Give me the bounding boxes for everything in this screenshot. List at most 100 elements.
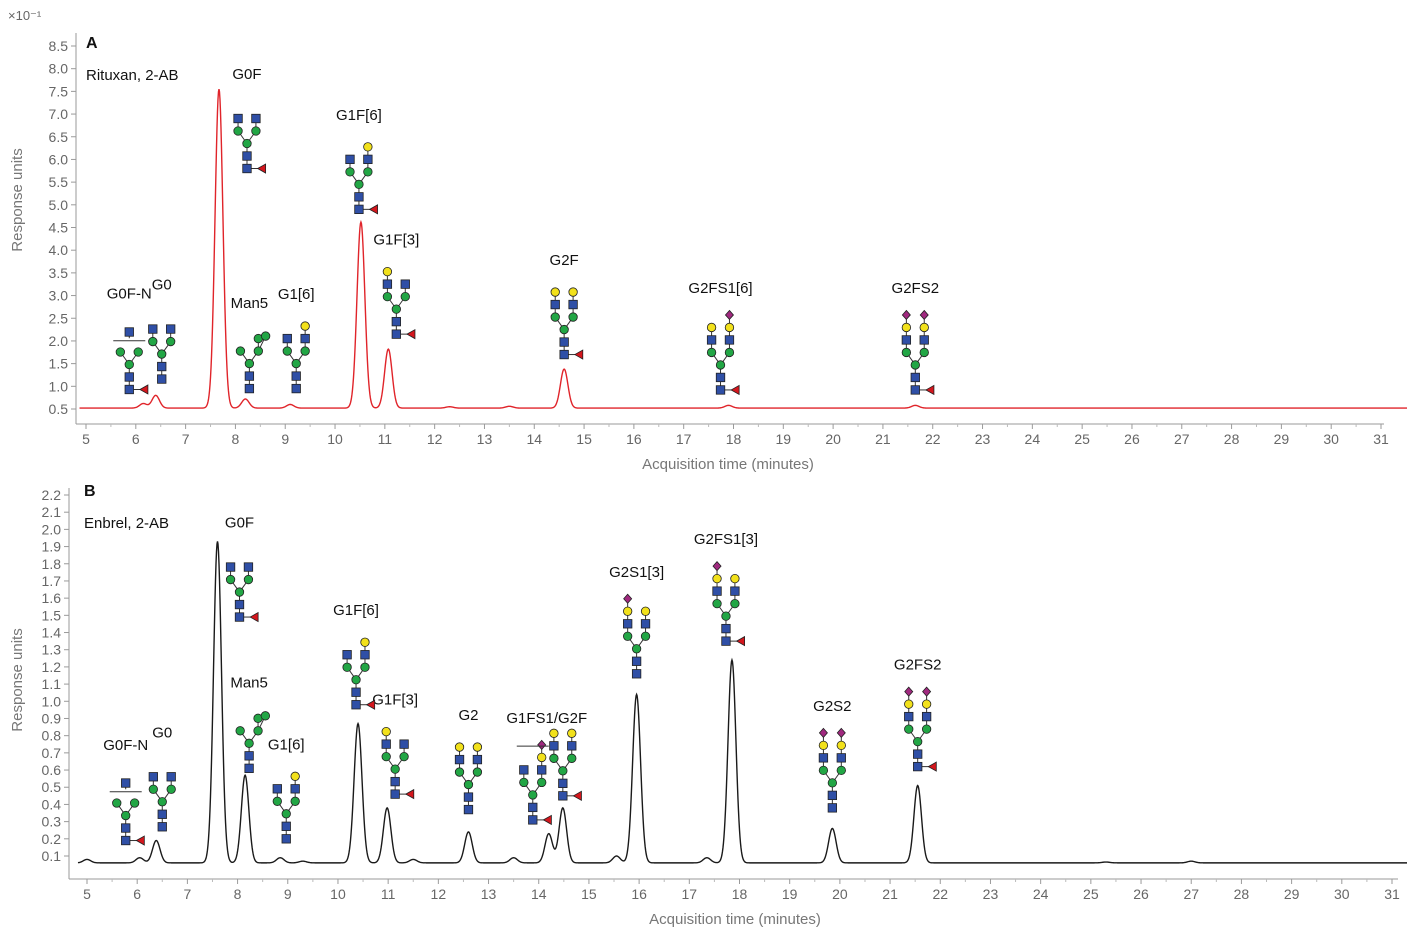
- glycan-g1fs1-icon: [516, 739, 552, 826]
- glcnac-square: [400, 279, 410, 289]
- panel-b-x-ticks: 5 6 7 8 9 10 11 12 13 14 15 16 17 18 19 20 21 22 23 24 25 26 2…: [83, 879, 1400, 902]
- mannose-circle: [133, 347, 143, 357]
- y-tick-label: 8.5: [49, 38, 69, 54]
- x-tick-label: 12: [427, 431, 443, 447]
- glcnac-square: [558, 778, 568, 788]
- fucose-triangle: [256, 163, 267, 174]
- peak-label: Man5: [230, 675, 268, 692]
- peak-label: G0F-N: [103, 737, 148, 754]
- y-tick-label: 1.2: [42, 659, 62, 675]
- glcnac-square: [157, 361, 167, 372]
- glcnac-square: [463, 792, 474, 802]
- panel-b-glycans: [109, 561, 937, 846]
- mannose-circle: [399, 751, 409, 762]
- y-tick-label: 1.0: [42, 693, 62, 709]
- glycan-g2fs1-6-icon: [706, 309, 740, 396]
- sialic-acid-diamond: [904, 686, 914, 697]
- mannose-circle: [391, 304, 401, 314]
- mannose-circle: [112, 798, 122, 808]
- peak-label: G2F: [550, 252, 579, 269]
- mannose-circle: [631, 644, 642, 654]
- galactose-circle: [290, 771, 300, 781]
- x-tick-label: 25: [1074, 431, 1090, 447]
- peak-label: G2S2: [813, 698, 851, 715]
- mannose-circle: [234, 587, 245, 597]
- panel-b-sample-name: Enbrel, 2-AB: [84, 515, 169, 532]
- glcnac-square: [904, 711, 914, 722]
- peak-label: G2FS2: [892, 280, 940, 297]
- glcnac-square: [157, 374, 167, 384]
- glcnac-square: [124, 384, 134, 395]
- galactose-circle: [300, 321, 310, 331]
- glcnac-square: [519, 765, 529, 775]
- x-tick-label: 17: [676, 431, 692, 447]
- x-tick-label: 8: [232, 431, 240, 447]
- glycan-g1f-3-icon: [381, 726, 415, 800]
- glycan-g2fs2-icon: [901, 309, 935, 396]
- galactose-circle: [363, 142, 373, 152]
- glcnac-square: [910, 372, 920, 383]
- glcnac-square: [549, 741, 559, 751]
- glcnac-square: [121, 823, 131, 833]
- peak-label: G2FS2: [894, 657, 942, 674]
- glcnac-square: [721, 636, 731, 646]
- glycan-g1f-3-icon: [382, 266, 416, 340]
- y-tick-label: 0.7: [42, 745, 62, 761]
- mannose-circle: [724, 347, 735, 358]
- galactose-circle: [550, 287, 560, 297]
- glcnac-square: [559, 337, 569, 347]
- sialic-acid-diamond: [724, 309, 734, 321]
- mannose-circle: [260, 331, 271, 341]
- y-tick-label: 8.0: [49, 61, 69, 77]
- mannose-circle: [640, 631, 651, 641]
- peak-label: G0F: [225, 515, 254, 532]
- galactose-circle: [901, 322, 912, 333]
- glcnac-square: [721, 623, 731, 634]
- y-tick-label: 5.5: [49, 174, 69, 190]
- x-tick-label: 27: [1183, 886, 1199, 902]
- y-tick-label: 2.2: [42, 487, 62, 503]
- glycan-g0f-n-icon: [109, 778, 145, 846]
- glcnac-square: [381, 739, 391, 749]
- mannose-circle: [363, 167, 373, 177]
- mannose-circle: [558, 766, 568, 776]
- mannose-circle: [225, 574, 236, 585]
- glcnac-square: [157, 822, 167, 832]
- peak-label: G1[6]: [268, 736, 305, 753]
- glcnac-square: [281, 834, 291, 844]
- peak-label: G0F-N: [107, 286, 152, 303]
- galactose-circle: [472, 742, 483, 752]
- y-tick-label: 2.1: [42, 504, 62, 520]
- glcnac-square: [121, 778, 131, 788]
- glcnac-square: [706, 335, 717, 345]
- peak-label: G1F[6]: [333, 602, 379, 619]
- mannose-circle: [519, 777, 529, 788]
- glcnac-square: [282, 333, 292, 344]
- panel-b-x-axis-title: Acquisition time (minutes): [649, 911, 821, 928]
- x-tick-label: 19: [782, 886, 798, 902]
- panel-b-peak-labels: G0F-NG0 G0F Man5 G1[6] G1F[6] G1F[3] G2 G1FS1/G…: [103, 515, 941, 754]
- glcnac-square: [291, 371, 301, 381]
- glcnac-square: [528, 815, 538, 825]
- glcnac-square: [836, 753, 846, 763]
- glycan-man5-icon: [235, 331, 271, 394]
- glycan-g2s2-icon: [818, 727, 846, 813]
- glcnac-square: [244, 371, 255, 381]
- glcnac-square: [148, 772, 158, 782]
- peak-label: G2FS1[6]: [688, 280, 752, 297]
- peak-label: G2FS1[3]: [694, 531, 758, 548]
- y-tick-label: 0.6: [42, 762, 62, 778]
- glcnac-square: [390, 789, 400, 799]
- galactose-circle: [567, 728, 577, 738]
- glcnac-square: [360, 650, 370, 660]
- panel-b-y-ticks: 0.10.20.30.40.50.60.70.80.91.01.11.21.31…: [42, 487, 69, 864]
- mannose-circle: [166, 336, 176, 347]
- glcnac-square: [631, 656, 642, 666]
- mannose-circle: [381, 751, 391, 762]
- glycan-g0f-icon: [233, 113, 267, 174]
- glcnac-square: [363, 154, 373, 165]
- fucose-triangle: [542, 814, 552, 826]
- x-tick-label: 30: [1334, 886, 1350, 902]
- mannose-circle: [715, 360, 726, 370]
- glcnac-square: [300, 333, 310, 344]
